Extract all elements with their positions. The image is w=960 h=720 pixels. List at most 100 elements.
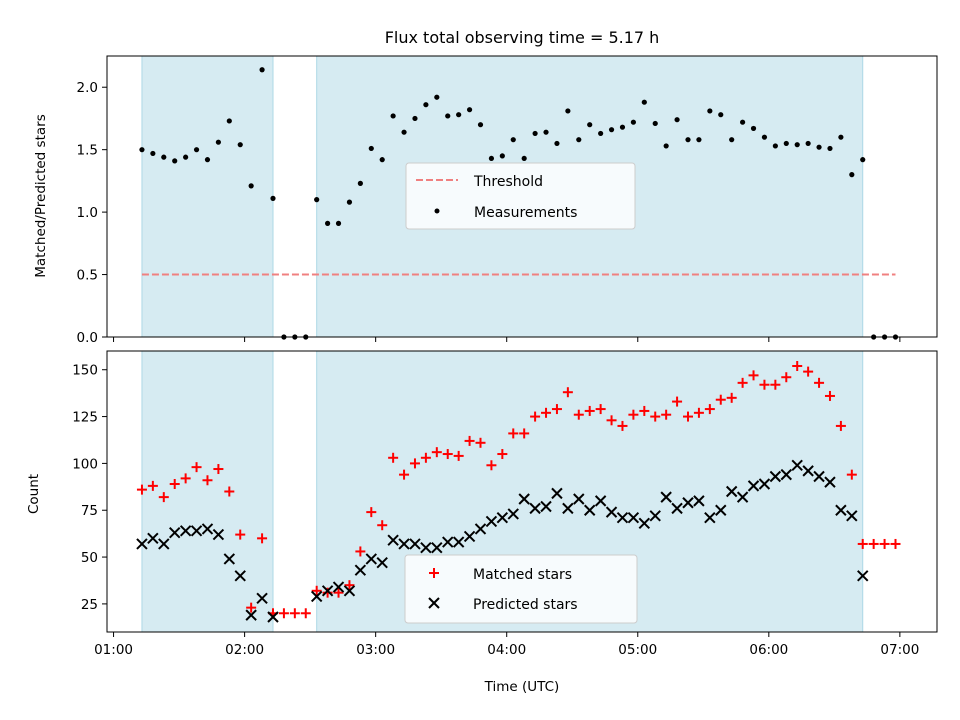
predicted-stars-point: [431, 541, 443, 554]
matched-stars-point: [475, 437, 486, 448]
matched-stars-point: [442, 449, 453, 460]
matched-stars-point: [770, 379, 781, 390]
matched-stars-point: [868, 538, 879, 549]
predicted-stars-point: [802, 465, 814, 477]
measurement-point: [794, 142, 800, 148]
matched-stars-point: [399, 469, 410, 480]
x-tick-label: 04:00: [487, 642, 526, 658]
measurement-point: [521, 155, 527, 162]
y-tick-label: 0.0: [77, 330, 98, 346]
matched-stars-point: [693, 407, 704, 418]
matched-stars-point: [573, 409, 584, 420]
measurement-point: [565, 108, 571, 114]
chart-title: Flux total observing time = 5.17 h: [385, 28, 660, 47]
ratio-legend: Threshold Measurements: [405, 162, 636, 230]
predicted-stars-point: [715, 504, 727, 516]
matched-stars-point: [661, 409, 672, 420]
measurement-point: [204, 157, 211, 163]
y-tick-label: 25: [81, 597, 98, 613]
predicted-stars-point: [638, 517, 651, 530]
predicted-stars-point: [387, 534, 399, 546]
predicted-stars-point: [376, 556, 388, 569]
predicted-stars-point: [158, 538, 170, 550]
matched-stars-point: [136, 484, 147, 495]
y-tick-label: 150: [72, 363, 98, 379]
matched-stars-point: [683, 411, 693, 422]
measurement-point: [139, 147, 145, 153]
legend-threshold-label: Threshold: [473, 174, 543, 190]
measurement-point: [718, 112, 724, 118]
matched-stars-point: [355, 546, 366, 557]
legend-predicted-swatch: [428, 597, 440, 609]
measurement-point: [325, 220, 331, 226]
matched-stars-point: [704, 404, 715, 415]
measurement-point: [772, 143, 778, 149]
measurement-point: [707, 108, 713, 114]
predicted-stars-point: [245, 609, 257, 621]
measurement-point: [335, 220, 342, 226]
matched-stars-point: [191, 462, 202, 473]
predicted-stars-point: [398, 538, 410, 550]
predicted-stars-point: [485, 515, 498, 528]
measurement-point: [696, 137, 702, 143]
ratio-y-axis-label: Matched/Predicted stars: [33, 114, 49, 277]
predicted-stars-point: [660, 491, 672, 503]
x-tick-label: 07:00: [880, 642, 919, 658]
predicted-stars-point: [529, 502, 541, 515]
measurement-point: [379, 157, 385, 163]
matched-stars-point: [781, 372, 792, 383]
predicted-stars-point: [234, 570, 246, 582]
count-panel-frame: [106, 350, 938, 633]
predicted-stars-point: [573, 493, 585, 505]
matched-stars-point: [388, 452, 399, 463]
legend-predicted-label: Predicted stars: [473, 597, 578, 613]
observing-interval-shade: [141, 350, 274, 633]
measurement-point: [827, 145, 833, 152]
matched-stars-point: [235, 529, 246, 540]
predicted-stars-point: [147, 532, 159, 545]
measurement-point: [543, 129, 549, 135]
matched-stars-point: [322, 587, 333, 598]
matched-stars-point: [257, 533, 268, 544]
matched-stars-point: [213, 464, 224, 475]
predicted-stars-point: [223, 553, 236, 565]
matched-stars-point: [464, 435, 475, 446]
count-legend-box: [404, 554, 638, 624]
measurement-point: [587, 122, 593, 128]
measurement-point: [576, 137, 582, 143]
matched-stars-point: [639, 405, 650, 416]
x-tick-label: 01:00: [94, 642, 133, 658]
y-tick-label: 0.5: [77, 268, 98, 284]
predicted-stars-point: [682, 497, 694, 509]
observing-interval-shade: [141, 55, 274, 338]
matched-stars-point: [628, 409, 639, 420]
count-panel: 25 50 75 100 125 150 01:00 02:00 03:00 04:00 05:0…: [26, 350, 938, 695]
matched-stars-point: [715, 394, 726, 405]
predicted-stars-point: [627, 512, 640, 524]
predicted-stars-point: [354, 564, 367, 576]
matched-stars-point: [246, 602, 257, 613]
predicted-stars-point: [201, 523, 214, 535]
matched-stars-point: [792, 360, 803, 371]
predicted-stars-point: [442, 536, 454, 548]
x-tick-label: 02:00: [225, 642, 264, 658]
matched-stars-point: [606, 415, 617, 426]
matched-stars-point: [551, 404, 562, 415]
measurement-point: [215, 139, 221, 145]
matched-stars-point: [530, 411, 541, 422]
predicted-stars-point: [769, 470, 782, 483]
predicted-stars-point: [780, 468, 792, 481]
measurement-point: [456, 112, 462, 118]
measurement-point: [270, 195, 276, 201]
predicted-stars-point: [474, 523, 487, 535]
measurement-point: [598, 130, 604, 137]
matched-stars-point: [453, 450, 464, 461]
measurement-point: [346, 199, 353, 205]
matched-stars-point: [147, 480, 158, 491]
matched-stars-point: [344, 580, 355, 591]
matched-stars-point: [486, 460, 497, 471]
predicted-stars-point: [747, 480, 760, 492]
predicted-stars-point: [136, 538, 148, 550]
predicted-stars-point: [179, 525, 192, 537]
predicted-stars-point: [452, 536, 465, 548]
